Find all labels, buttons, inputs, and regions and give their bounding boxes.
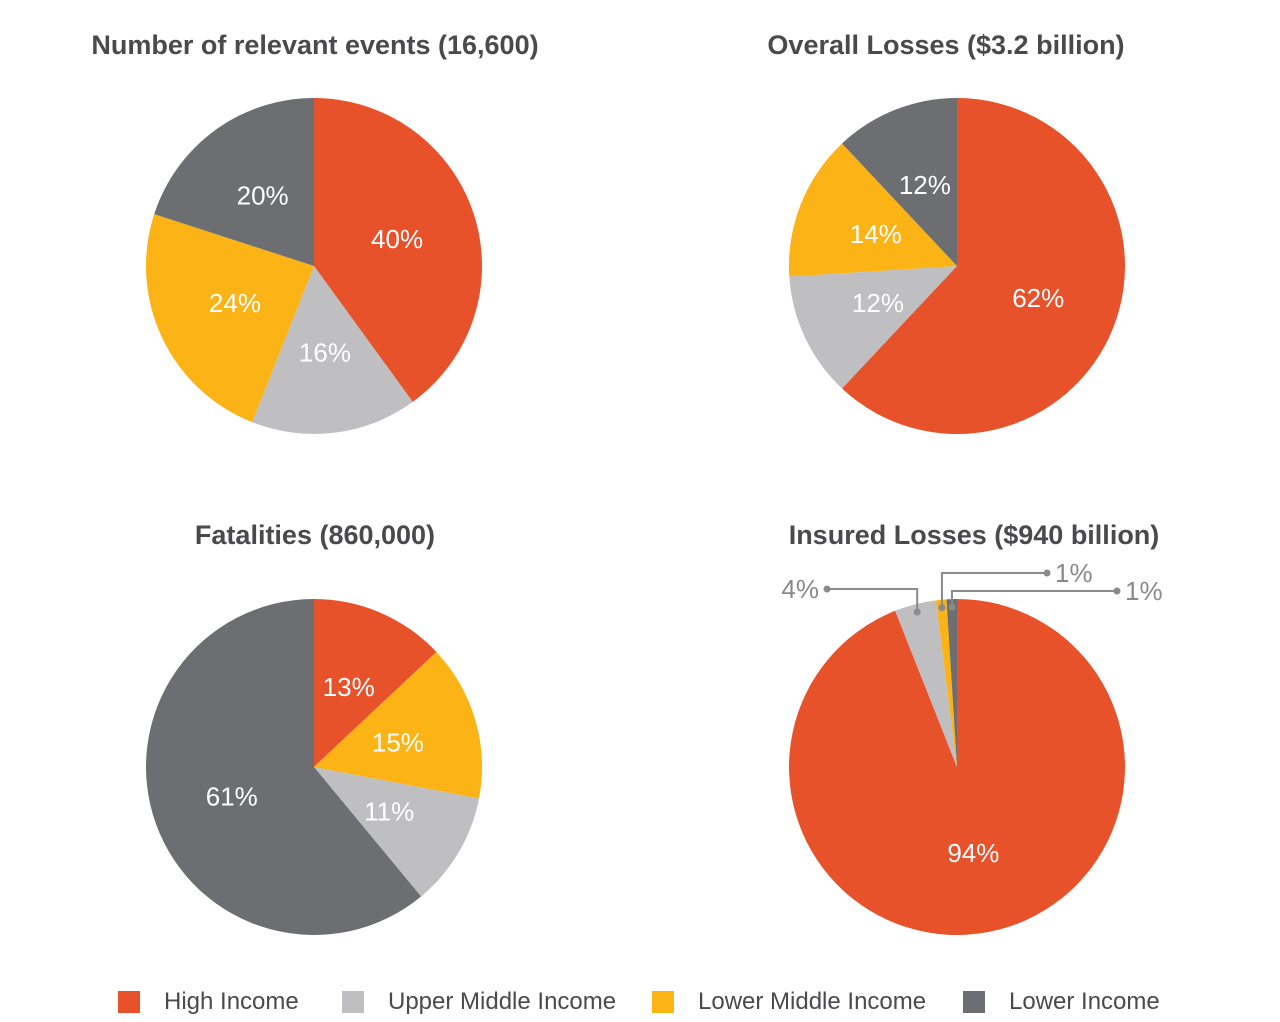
legend-swatch-lower-middle-income — [652, 991, 674, 1013]
legend-label-high-income: High Income — [164, 988, 299, 1016]
slice-label-upper-middle-income: 16% — [299, 338, 351, 368]
legend-item-lower-income: Lower Income — [963, 985, 1160, 1019]
pie-chart-2: 13% 11% 15% 61% — [146, 599, 482, 935]
callout-end-dot-lower-middle-income — [1044, 570, 1051, 577]
callout-end-dot-lower-income — [1114, 588, 1121, 595]
legend: High Income Upper Middle Income Lower Mi… — [0, 985, 1280, 1019]
callout-dot-lower-income — [948, 604, 955, 611]
slice-label-lower-middle-income: 14% — [850, 219, 902, 249]
slice-label-high-income: 94% — [947, 838, 999, 868]
pie-chart-0: 40% 16% 24% 20% — [146, 98, 482, 434]
slice-label-upper-middle-income: 4% — [781, 574, 819, 604]
slice-label-high-income: 40% — [371, 224, 423, 254]
slice-label-lower-income: 1% — [1125, 576, 1163, 606]
slice-label-lower-income: 12% — [899, 170, 951, 200]
legend-swatch-high-income — [118, 991, 140, 1013]
pie-chart-1: 62% 12% 14% 12% — [789, 98, 1125, 434]
pie-chart-3: 94% 4% 1% 1% — [781, 558, 1162, 935]
legend-item-high-income: High Income — [118, 985, 299, 1019]
callout-end-dot-upper-middle-income — [824, 586, 831, 593]
legend-label-lower-middle-income: Lower Middle Income — [698, 988, 926, 1016]
callout-dot-upper-middle-income — [914, 609, 921, 616]
callout-dot-lower-middle-income — [938, 604, 945, 611]
slice-label-lower-middle-income: 15% — [372, 728, 424, 758]
legend-swatch-lower-income — [963, 991, 985, 1013]
legend-item-upper-middle-income: Upper Middle Income — [342, 985, 616, 1019]
slice-label-lower-income: 61% — [206, 782, 258, 812]
legend-label-upper-middle-income: Upper Middle Income — [388, 988, 616, 1016]
legend-swatch-upper-middle-income — [342, 991, 364, 1013]
slice-label-high-income: 13% — [323, 672, 375, 702]
slice-label-high-income: 62% — [1012, 283, 1064, 313]
slice-label-upper-middle-income: 11% — [364, 796, 414, 826]
slice-label-lower-middle-income: 1% — [1055, 558, 1093, 588]
pie-charts: 40% 16% 24% 20% 62% 12% 14% 12% 13% 11% 15% 61% 94% 4… — [0, 0, 1280, 980]
slice-label-lower-middle-income: 24% — [209, 288, 261, 318]
slice-label-upper-middle-income: 12% — [852, 288, 904, 318]
legend-label-lower-income: Lower Income — [1009, 988, 1160, 1016]
legend-item-lower-middle-income: Lower Middle Income — [652, 985, 926, 1019]
chart-figure: Number of relevant events (16,600) Overa… — [0, 0, 1280, 1022]
slice-label-lower-income: 20% — [237, 180, 289, 210]
